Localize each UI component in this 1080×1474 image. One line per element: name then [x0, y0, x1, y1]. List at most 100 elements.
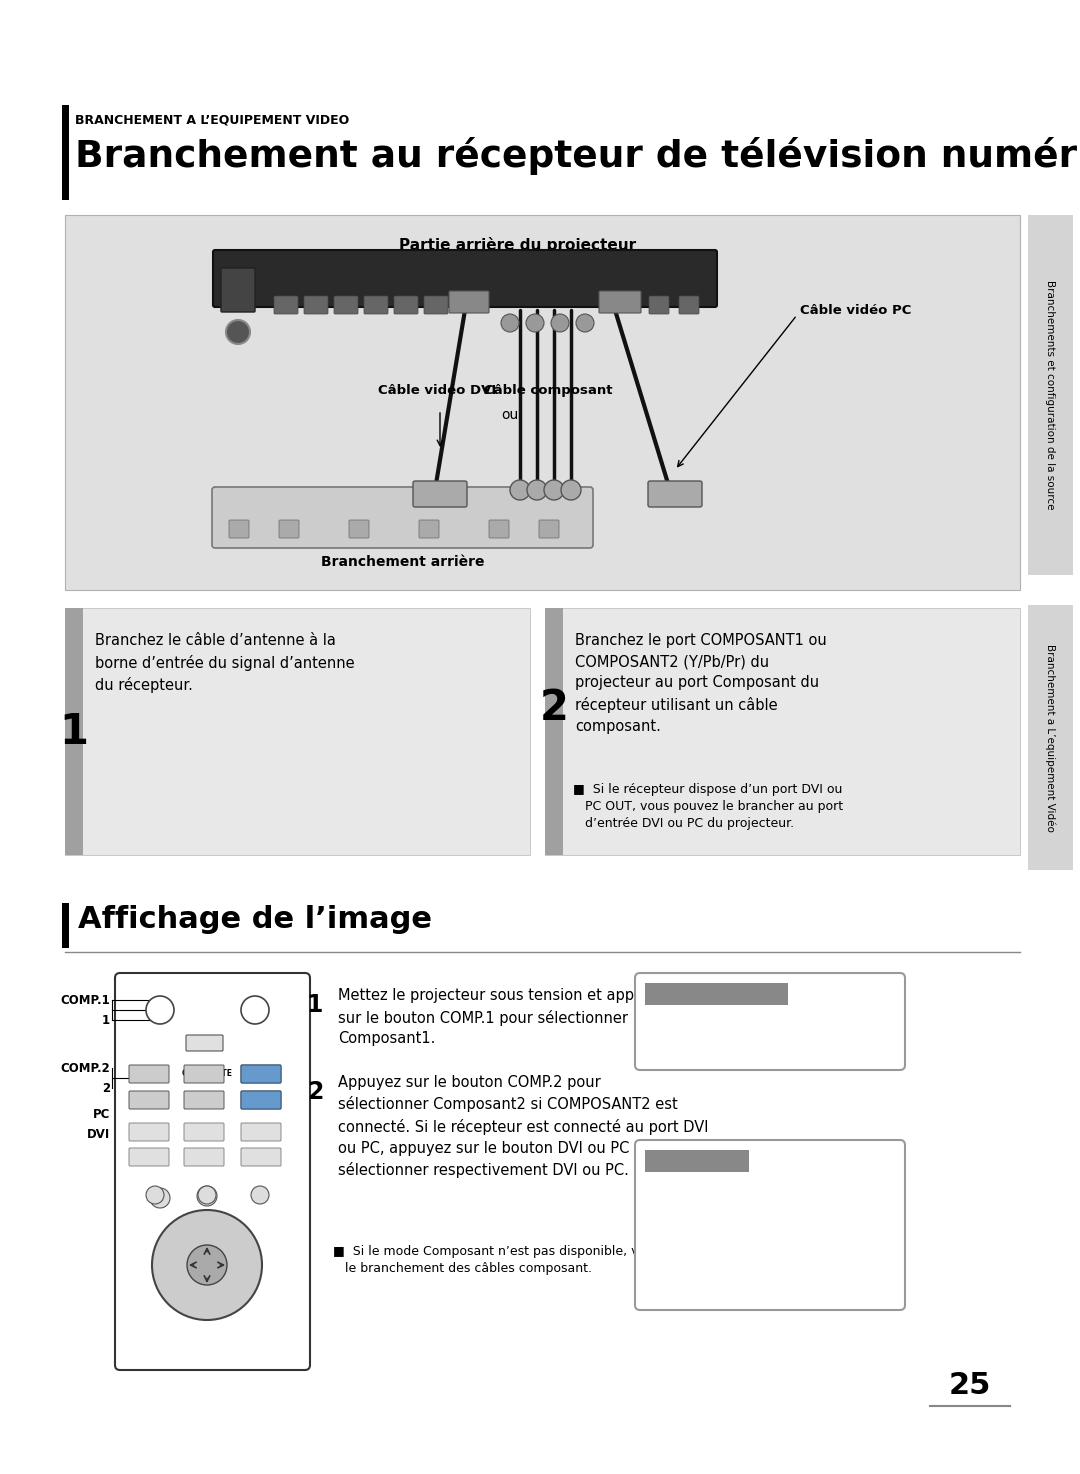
FancyBboxPatch shape — [394, 296, 418, 314]
Text: DVI: DVI — [650, 1157, 674, 1170]
FancyBboxPatch shape — [489, 520, 509, 538]
FancyBboxPatch shape — [221, 268, 255, 312]
FancyBboxPatch shape — [364, 296, 388, 314]
Text: Affichage de l’image: Affichage de l’image — [78, 905, 432, 935]
Text: Branchements et configuration de la source: Branchements et configuration de la sour… — [1045, 280, 1055, 510]
FancyBboxPatch shape — [114, 973, 310, 1369]
FancyBboxPatch shape — [349, 520, 369, 538]
Text: COMP.2: COMP.2 — [60, 1061, 110, 1075]
Text: COMP.1: COMP.1 — [60, 993, 110, 1007]
Text: ON: ON — [152, 1005, 167, 1014]
Text: Branchez le câble d’antenne à la
borne d’entrée du signal d’antenne
du récepteur: Branchez le câble d’antenne à la borne d… — [95, 632, 354, 693]
Circle shape — [198, 1187, 216, 1204]
Text: DVI: DVI — [254, 1095, 269, 1104]
Text: ■  Si le récepteur dispose d’un port DVI ou
   PC OUT, vous pouvez le brancher a: ■ Si le récepteur dispose d’un port DVI … — [573, 783, 843, 830]
Text: Partie arrière du projecteur: Partie arrière du projecteur — [399, 237, 636, 254]
Circle shape — [510, 481, 530, 500]
FancyBboxPatch shape — [129, 1123, 168, 1141]
Text: Récepteur de télévision numérique
(Boîtier décodeur): Récepteur de télévision numérique (Boîti… — [293, 500, 513, 528]
FancyBboxPatch shape — [274, 296, 298, 314]
FancyBboxPatch shape — [213, 251, 717, 307]
Circle shape — [251, 1187, 269, 1204]
Bar — [65, 607, 530, 855]
Text: ou: ou — [501, 408, 518, 422]
Bar — [65, 215, 1020, 590]
Text: INSTALL: INSTALL — [253, 1154, 275, 1160]
Circle shape — [146, 1187, 164, 1204]
Text: 2: 2 — [102, 1082, 110, 1095]
Circle shape — [561, 481, 581, 500]
Text: COMP1: COMP1 — [136, 1070, 167, 1079]
Text: 1: 1 — [102, 1014, 110, 1026]
Text: COMPOSITE: COMPOSITE — [181, 1070, 232, 1079]
Circle shape — [551, 314, 569, 332]
FancyBboxPatch shape — [229, 520, 249, 538]
Text: ■  Si le mode Composant n’est pas disponible, vérifiez
   le branchement des câb: ■ Si le mode Composant n’est pas disponi… — [333, 1246, 677, 1275]
Text: Câble vidéo PC: Câble vidéo PC — [800, 304, 912, 317]
Circle shape — [241, 996, 269, 1024]
FancyBboxPatch shape — [679, 296, 699, 314]
Text: Branchement a L’equipement Vidéo: Branchement a L’equipement Vidéo — [1044, 644, 1055, 831]
Bar — [645, 1150, 750, 1172]
Text: V.KEYSTONE: V.KEYSTONE — [190, 1154, 224, 1160]
Bar — [1028, 604, 1074, 870]
FancyBboxPatch shape — [279, 520, 299, 538]
FancyBboxPatch shape — [635, 973, 905, 1070]
Circle shape — [187, 1246, 227, 1285]
FancyBboxPatch shape — [424, 296, 448, 314]
Text: Branchement arrière: Branchement arrière — [321, 556, 484, 569]
FancyBboxPatch shape — [241, 1148, 281, 1166]
Bar — [1028, 215, 1074, 575]
Text: Branchez le port COMPOSANT1 ou
COMPOSANT2 (Y/Pb/Pr) du
projecteur au port Compos: Branchez le port COMPOSANT1 ou COMPOSANT… — [575, 632, 827, 734]
FancyBboxPatch shape — [184, 1123, 224, 1141]
Text: INFO: INFO — [254, 1192, 267, 1197]
Circle shape — [146, 996, 174, 1024]
Text: DVI: DVI — [256, 1095, 271, 1104]
Text: P-MODE: P-MODE — [194, 1129, 219, 1135]
Text: CUSTOM: CUSTOM — [251, 1129, 278, 1135]
FancyBboxPatch shape — [184, 1091, 224, 1108]
Text: Mettez le projecteur sous tension et appuyez
sur le bouton COMP.1 pour sélection: Mettez le projecteur sous tension et app… — [338, 988, 669, 1047]
Text: Appuyez sur le bouton COMP.2 pour
sélectionner Composant2 si COMPOSANT2 est
conn: Appuyez sur le bouton COMP.2 pour sélect… — [338, 1075, 708, 1179]
Circle shape — [197, 1187, 217, 1206]
Circle shape — [226, 320, 249, 343]
Text: PC: PC — [258, 1070, 270, 1079]
FancyBboxPatch shape — [303, 296, 328, 314]
Text: PC: PC — [93, 1108, 110, 1122]
Text: DVI: DVI — [86, 1129, 110, 1141]
FancyBboxPatch shape — [129, 1148, 168, 1166]
Bar — [62, 904, 69, 948]
FancyBboxPatch shape — [413, 481, 467, 507]
Circle shape — [576, 314, 594, 332]
Text: OFF: OFF — [245, 1005, 265, 1014]
Text: Câble vidéo DVI: Câble vidéo DVI — [378, 383, 496, 397]
FancyBboxPatch shape — [419, 520, 438, 538]
FancyBboxPatch shape — [449, 290, 489, 312]
Text: 25: 25 — [949, 1371, 991, 1400]
Bar — [62, 105, 69, 200]
Circle shape — [150, 1188, 170, 1209]
Text: P-SIZE: P-SIZE — [143, 1129, 162, 1135]
Text: S-VIDEO: S-VIDEO — [190, 1095, 225, 1104]
FancyBboxPatch shape — [212, 486, 593, 548]
FancyBboxPatch shape — [241, 1091, 281, 1108]
FancyBboxPatch shape — [241, 1066, 281, 1083]
FancyBboxPatch shape — [648, 481, 702, 507]
FancyBboxPatch shape — [635, 1139, 905, 1310]
Circle shape — [544, 481, 564, 500]
Text: STILL: STILL — [145, 1154, 159, 1160]
Text: Câble composant: Câble composant — [484, 383, 612, 397]
Text: MENU: MENU — [147, 1192, 163, 1197]
FancyBboxPatch shape — [649, 296, 669, 314]
Text: Branchement au récepteur de télévision numérique: Branchement au récepteur de télévision n… — [75, 137, 1080, 175]
FancyBboxPatch shape — [241, 1066, 281, 1083]
FancyBboxPatch shape — [241, 1123, 281, 1141]
Bar — [65, 607, 83, 855]
Circle shape — [501, 314, 519, 332]
FancyBboxPatch shape — [184, 1148, 224, 1166]
Text: BRANCHEMENT A L’EQUIPEMENT VIDEO: BRANCHEMENT A L’EQUIPEMENT VIDEO — [75, 113, 349, 125]
Circle shape — [527, 481, 546, 500]
Text: QUICK: QUICK — [199, 1192, 216, 1197]
Text: Composant1: Composant1 — [650, 991, 738, 1004]
Text: 2: 2 — [540, 687, 568, 730]
